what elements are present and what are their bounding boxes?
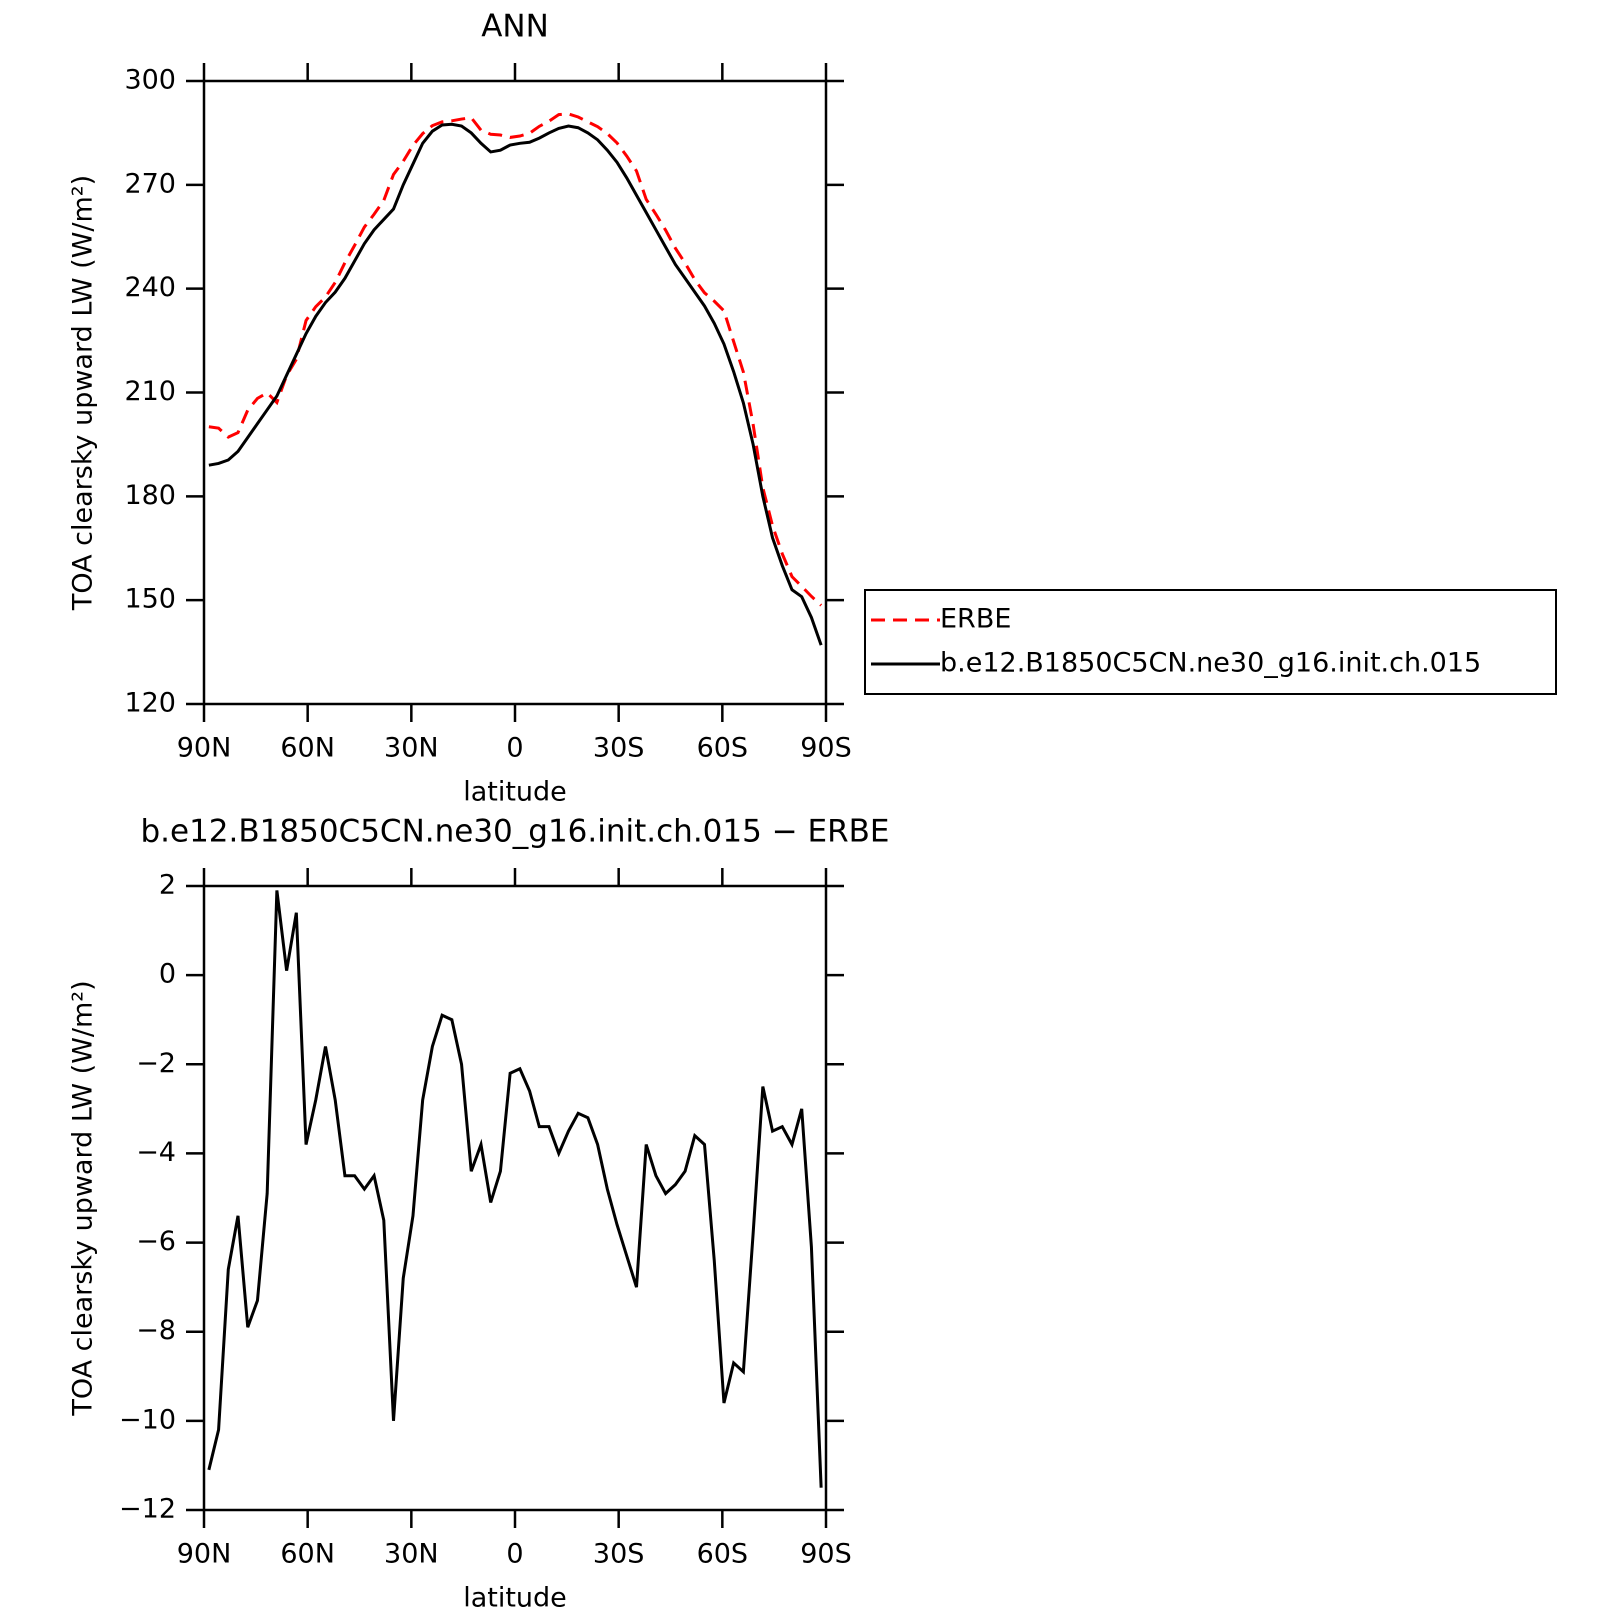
x-tick-label: 90S [800,1539,852,1570]
chart-title: b.e12.B1850C5CN.ne30_g16.init.ch.015 − E… [140,814,889,850]
x-axis-label: latitude [463,777,567,808]
y-tick-label: 210 [124,376,176,407]
y-tick-label: 270 [124,168,176,199]
y-tick-label: 240 [124,272,176,303]
legend-label: b.e12.B1850C5CN.ne30_g16.init.ch.015 [940,648,1481,679]
x-tick-label: 60N [280,1539,335,1570]
y-tick-label: −12 [119,1494,176,1525]
x-tick-label: 60S [697,733,749,764]
y-tick-label: 120 [124,688,176,719]
y-tick-label: −4 [136,1137,176,1168]
x-tick-label: 30N [384,733,439,764]
x-tick-label: 90N [177,1539,232,1570]
x-tick-label: 0 [506,733,523,764]
x-tick-label: 30S [593,733,645,764]
y-tick-label: −10 [119,1404,176,1435]
x-tick-label: 60N [280,733,335,764]
y-tick-label: −6 [136,1226,176,1257]
plot-frame [202,884,828,1512]
data-line [208,112,823,607]
x-tick-label: 90N [177,733,232,764]
x-tick-label: 60S [697,1539,749,1570]
x-tick-label: 0 [506,1539,523,1570]
x-tick-label: 90S [800,733,852,764]
y-tick-label: 180 [124,480,176,511]
legend-box [864,589,1557,695]
y-axis-label: TOA clearsky upward LW (W/m²) [68,980,99,1416]
y-axis-label: TOA clearsky upward LW (W/m²) [68,175,99,611]
data-line [207,890,823,1488]
data-line [208,122,823,646]
y-tick-label: −2 [136,1048,176,1079]
y-tick-label: 0 [159,959,176,990]
y-tick-label: 2 [159,870,176,901]
chart-title: ANN [481,9,549,45]
plot-frame [202,79,828,706]
legend-label: ERBE [940,604,1011,635]
y-tick-label: −8 [136,1315,176,1346]
x-tick-label: 30N [384,1539,439,1570]
x-tick-label: 30S [593,1539,645,1570]
y-tick-label: 300 [124,65,176,96]
x-axis-label: latitude [463,1583,567,1613]
y-tick-label: 150 [124,584,176,615]
